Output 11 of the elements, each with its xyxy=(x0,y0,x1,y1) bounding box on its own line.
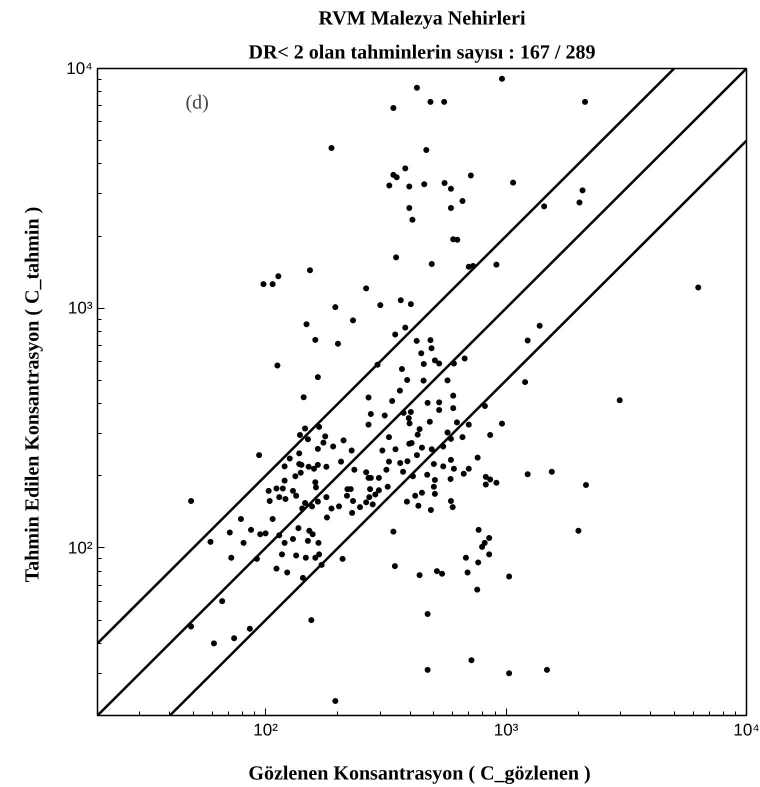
y-tick-label: 10³ xyxy=(68,298,93,318)
x-axis-title: Gözlenen Konsantrasyon ( C_gözlenen ) xyxy=(248,762,591,784)
y-axis-title: Tahmin Edilen Konsantrasyon ( C_tahmin ) xyxy=(21,206,44,582)
chart-title: RVM Malezya Nehirleri xyxy=(318,8,526,30)
x-tick-label: 10² xyxy=(253,720,278,740)
chart-subtitle: DR< 2 olan tahminlerin sayısı : 167 / 289 xyxy=(248,42,596,64)
y-tick-label: 10² xyxy=(68,538,93,558)
y-tick-label: 10⁴ xyxy=(66,59,93,78)
annotation: (d) xyxy=(186,92,209,114)
x-tick-label: 10⁴ xyxy=(733,720,760,740)
x-tick-label: 10³ xyxy=(494,720,519,740)
